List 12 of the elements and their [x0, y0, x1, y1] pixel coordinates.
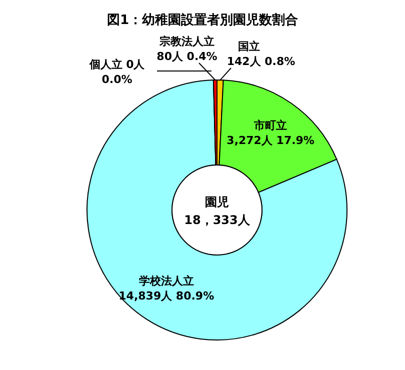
slice-label: 宗教法人立	[158, 35, 214, 48]
data-label: 142人 0.8%	[226, 55, 296, 68]
data-label: 80人 0.4%	[156, 50, 218, 63]
text: 園児	[205, 195, 229, 209]
text: 18，333人	[184, 213, 251, 227]
chart-title: 図1：幼稚園設置者別園児数割合	[106, 12, 298, 28]
data-label: 14,839人 80.9%	[118, 290, 214, 303]
data-label: 3,272人 17.9%	[226, 134, 314, 148]
slice-label: 学校法人立	[138, 274, 194, 288]
slice-label: 市町立	[253, 119, 288, 132]
slice-label: 国立	[238, 40, 260, 53]
legend-label: 個人立 0人 0.0%	[88, 58, 146, 86]
